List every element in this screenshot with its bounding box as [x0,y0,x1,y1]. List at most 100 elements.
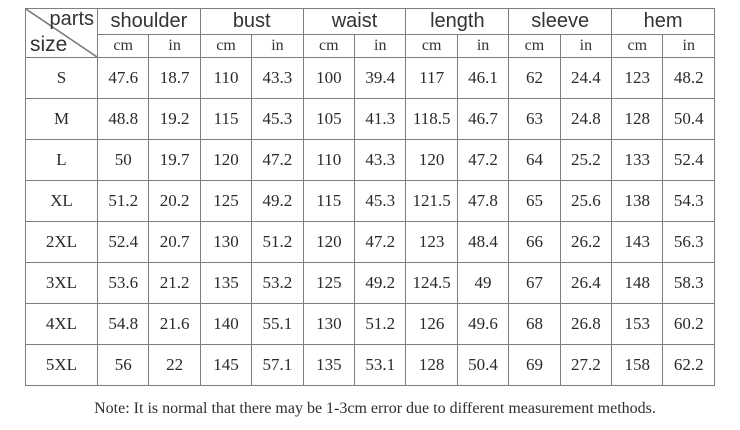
table-cell: 45.3 [251,98,304,140]
table-cell: 47.2 [251,139,304,181]
table-cell: 100 [302,57,356,99]
table-cell: 25.6 [559,180,613,222]
column-group-bust: bust [199,8,304,35]
table-cell: 24.4 [559,57,613,99]
table-cell: 53.2 [251,262,304,304]
table-cell: 62 [508,57,561,99]
row-size-label: S [25,57,98,99]
note-text: Note: It is normal that there may be 1-3… [94,400,656,417]
table-row-2XL: 2XL 52.4 20.7 130 51.2 120 47.2 123 48.4 66 26.2 14… [25,221,715,263]
table-cell: 51.2 [354,303,407,345]
table-cell: 47.2 [354,221,407,263]
table-cell: 140 [199,303,253,345]
table-cell: 21.6 [148,303,201,345]
table-cell: 43.3 [354,139,407,181]
unit-header-shoulder-in: in [148,34,201,58]
table-row-5XL: 5XL 56 22 145 57.1 135 53.1 128 50.4 69 27.2 158 62.… [25,344,715,386]
group-header-row: parts size shoulder bust waist length sleeve… [25,8,715,58]
table-cell: 50.4 [662,98,715,140]
unit-header-bust-cm: cm [199,34,253,58]
table-cell: 68 [508,303,561,345]
table-cell: 120 [302,221,356,263]
table-cell: 21.2 [148,262,201,304]
table-cell: 48.2 [662,57,715,99]
column-group-waist: waist [302,8,407,35]
corner-cell: parts size [25,8,98,58]
table-cell: 135 [302,344,356,386]
table-cell: 18.7 [148,57,201,99]
table-cell: 20.7 [148,221,201,263]
table-cell: 53.6 [96,262,150,304]
table-cell: 63 [508,98,561,140]
table-cell: 48.4 [456,221,510,263]
table-cell: 54.3 [662,180,715,222]
table-cell: 135 [199,262,253,304]
table-cell: 47.2 [456,139,510,181]
unit-header-sleeve-in: in [559,34,613,58]
table-cell: 47.6 [96,57,150,99]
row-size-label: L [25,139,98,181]
unit-header-shoulder-cm: cm [96,34,150,58]
corner-parts-label: parts [49,8,94,31]
table-cell: 43.3 [251,57,304,99]
table-cell: 65 [508,180,561,222]
table-cell: 123 [405,221,458,263]
table-cell: 64 [508,139,561,181]
unit-header-bust-in: in [251,34,304,58]
corner-size-label: size [30,33,68,56]
table-cell: 22 [148,344,201,386]
table-cell: 121.5 [405,180,458,222]
table-cell: 20.2 [148,180,201,222]
table-cell: 50.4 [456,344,510,386]
table-cell: 138 [611,180,664,222]
table-cell: 128 [611,98,664,140]
size-chart-page: parts size shoulder bust waist length sleeve… [25,8,715,417]
table-row-S: S 47.6 18.7 110 43.3 100 39.4 117 46.1 62 24.4 123 4… [25,57,715,99]
table-cell: 120 [405,139,458,181]
table-cell: 133 [611,139,664,181]
table-cell: 110 [302,139,356,181]
table-row-L: L 50 19.7 120 47.2 110 43.3 120 47.2 64 25.2 133 52.… [25,139,715,181]
table-row-XL: XL 51.2 20.2 125 49.2 115 45.3 121.5 47.8 65 25.6 1… [25,180,715,222]
table-cell: 45.3 [354,180,407,222]
table-cell: 69 [508,344,561,386]
table-cell: 49.2 [354,262,407,304]
table-cell: 47.8 [456,180,510,222]
row-size-label: M [25,98,98,140]
table-cell: 128 [405,344,458,386]
table-cell: 130 [302,303,356,345]
table-cell: 158 [611,344,664,386]
unit-header-sleeve-cm: cm [508,34,561,58]
table-cell: 49.6 [456,303,510,345]
table-cell: 67 [508,262,561,304]
column-group-length: length [405,8,510,35]
table-row-M: M 48.8 19.2 115 45.3 105 41.3 118.5 46.7 63 24.8 12… [25,98,715,140]
table-body: S 47.6 18.7 110 43.3 100 39.4 117 46.1 62 24.4 123 4… [25,57,715,386]
table-row-3XL: 3XL 53.6 21.2 135 53.2 125 49.2 124.5 49 67 26.4 14… [25,262,715,304]
table-cell: 58.3 [662,262,715,304]
table-cell: 46.1 [456,57,510,99]
row-size-label: 5XL [25,344,98,386]
diagonal-divider-line [26,9,97,57]
table-header: parts size shoulder bust waist length sleeve… [25,8,715,58]
table-cell: 24.8 [559,98,613,140]
table-cell: 118.5 [405,98,458,140]
table-cell: 39.4 [354,57,407,99]
size-chart-table: parts size shoulder bust waist length sleeve… [25,8,715,386]
table-cell: 123 [611,57,664,99]
unit-header-hem-cm: cm [611,34,664,58]
table-cell: 53.1 [354,344,407,386]
table-row-4XL: 4XL 54.8 21.6 140 55.1 130 51.2 126 49.6 68 26.8 15… [25,303,715,345]
table-cell: 117 [405,57,458,99]
table-cell: 115 [302,180,356,222]
table-cell: 52.4 [662,139,715,181]
unit-header-row: cm in cm in cm in cm in cm in cm in [26,34,715,58]
row-size-label: 4XL [25,303,98,345]
table-cell: 49 [456,262,510,304]
table-cell: 54.8 [96,303,150,345]
table-cell: 120 [199,139,253,181]
table-cell: 26.8 [559,303,613,345]
column-group-hem: hem [611,8,715,35]
table-cell: 143 [611,221,664,263]
row-size-label: 3XL [25,262,98,304]
